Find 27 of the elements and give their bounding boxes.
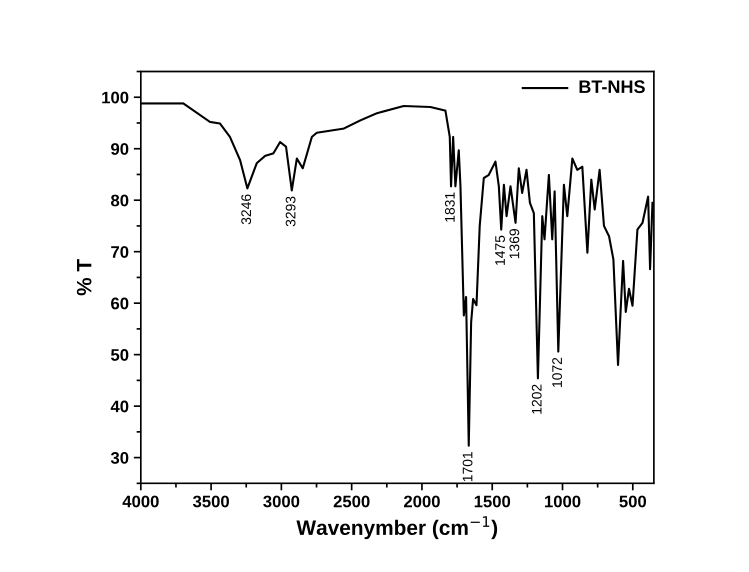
annotation: 1701 xyxy=(462,452,472,482)
x-tick-label: 2500 xyxy=(334,496,370,508)
y-tick-label: 80 xyxy=(111,194,128,206)
y-tick-label: 30 xyxy=(110,452,128,464)
y-tick-label: 60 xyxy=(111,298,128,310)
x-tick-label: 3500 xyxy=(192,496,229,508)
annotation: 1202 xyxy=(532,384,542,414)
annotation: 1475 xyxy=(495,236,505,265)
y-tick-label: 90 xyxy=(111,143,128,155)
x-tick-label: 4000 xyxy=(122,496,159,508)
x-axis-title: Wavenymber (cm$^{−1}$) xyxy=(296,516,498,540)
x-tick-label: 3000 xyxy=(263,496,300,508)
x-tick-label: 500 xyxy=(619,496,646,508)
y-tick-label: 70 xyxy=(111,246,128,258)
annotation: 1369 xyxy=(509,229,520,258)
annotation: 3293 xyxy=(286,196,296,226)
annotation: 3246 xyxy=(241,194,252,224)
y-tick-label: 50 xyxy=(110,349,128,361)
x-tick-label: 1000 xyxy=(545,496,580,508)
x-tick-label: 1500 xyxy=(474,496,510,508)
y-tick-label: 100 xyxy=(102,92,128,104)
legend-label: BT-NHS xyxy=(580,80,645,94)
annotation: 1072 xyxy=(552,358,562,387)
y-tick-label: 40 xyxy=(110,400,128,412)
y-axis-title: % T xyxy=(76,259,92,296)
x-tick-label: 2000 xyxy=(404,496,440,508)
annotation: 1831 xyxy=(444,192,455,222)
